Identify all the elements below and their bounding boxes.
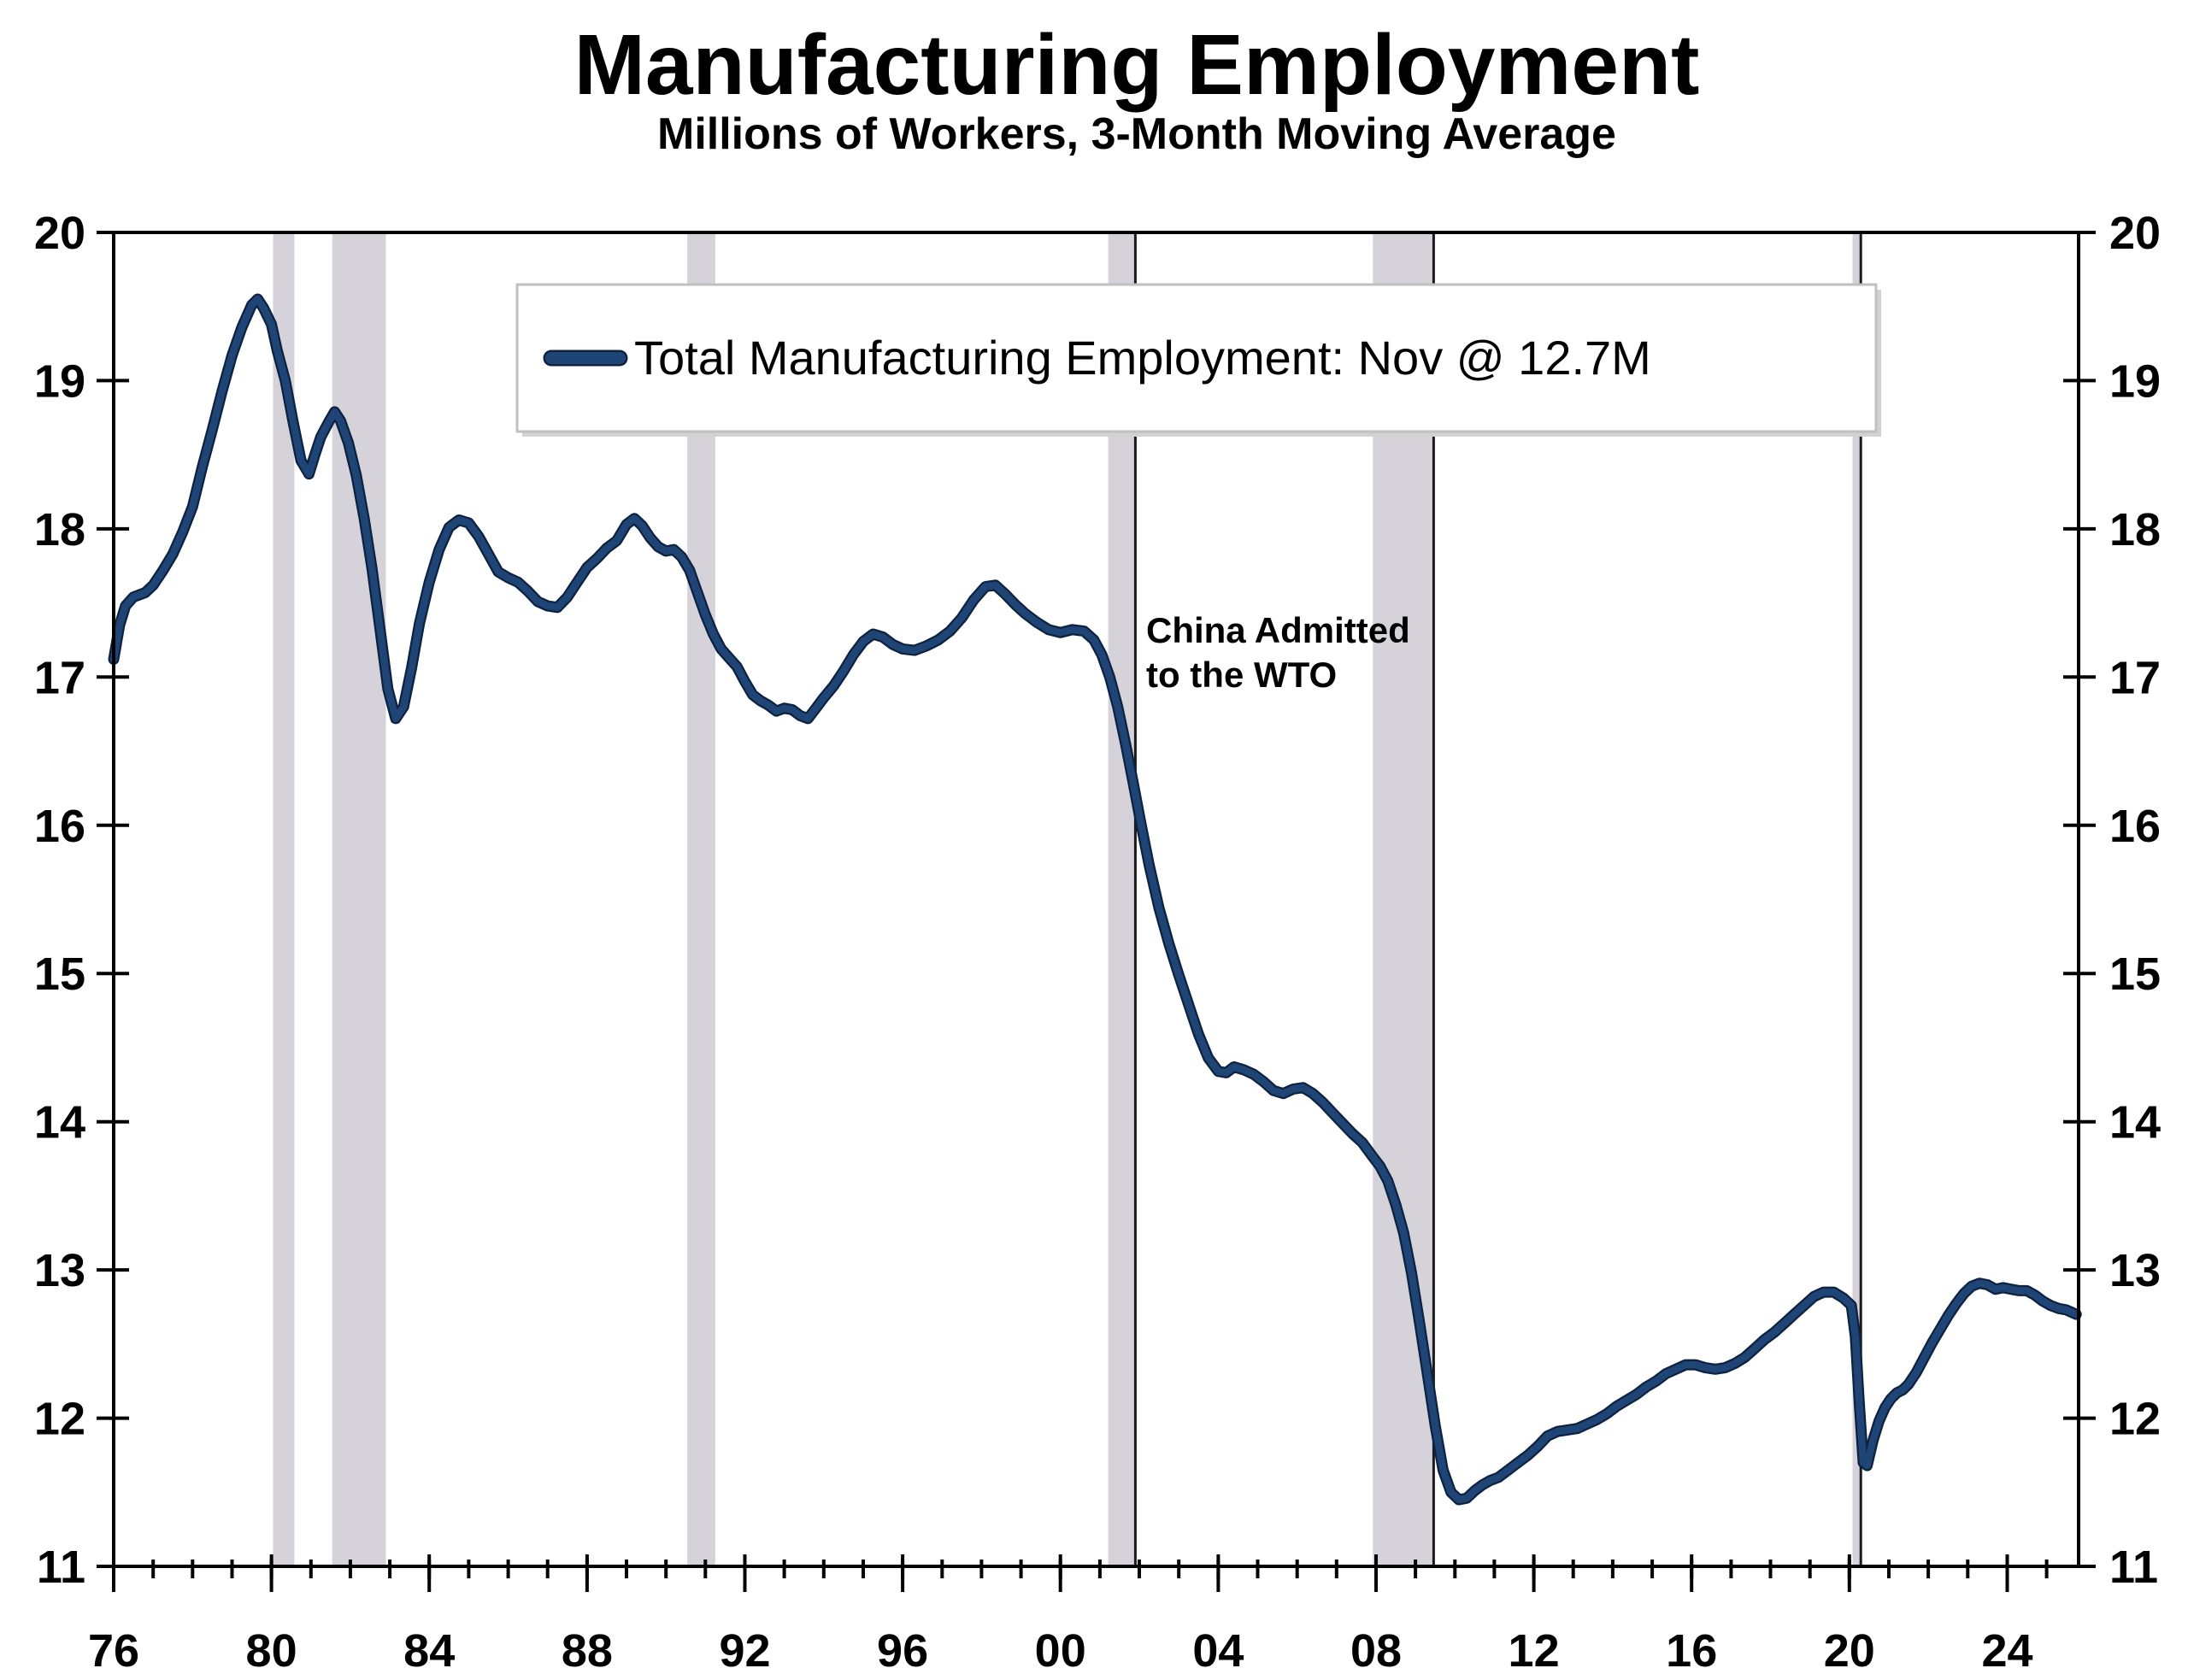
x-tick-label: 00 [1035, 1625, 1086, 1677]
x-tick-label: 08 [1350, 1625, 1402, 1677]
recession-band [332, 232, 386, 1566]
annotation-china-wto-line2: to the WTO [1146, 655, 1337, 695]
x-tick-label: 04 [1192, 1625, 1244, 1677]
axes-layer: 11 11 12 12 13 13 14 14 15 15 16 16 17 17 18 18 19 19 20 20… [34, 208, 2161, 1677]
x-tick-label: 24 [1981, 1625, 2032, 1677]
recession-band [1852, 232, 1862, 1566]
y-tick-label-left: 15 [34, 949, 85, 1000]
y-tick-label-right: 12 [2109, 1394, 2161, 1445]
recession-band [1108, 232, 1136, 1566]
series-layer [108, 293, 2082, 1506]
annotation-china-wto-line1: China Admitted [1146, 610, 1410, 650]
y-tick-label-right: 16 [2109, 801, 2161, 852]
annotation-china-wto: China Admitted to the WTO [1146, 610, 1410, 695]
legend-box [515, 283, 1878, 433]
recession-band [687, 232, 715, 1566]
x-tick-label: 96 [877, 1625, 928, 1677]
y-tick-label-left: 11 [37, 1542, 85, 1593]
y-tick-label-right: 15 [2109, 949, 2161, 1000]
y-tick-label-left: 20 [34, 208, 85, 259]
employment-line [109, 295, 2080, 1504]
plot-area-border [112, 231, 2080, 1568]
y-tick-label-right: 11 [2109, 1542, 2158, 1593]
legend: Total Manufacturing Employment: Nov @ 12… [515, 283, 1881, 437]
x-tick-label: 88 [562, 1625, 613, 1677]
y-tick-label-right: 18 [2109, 504, 2161, 555]
x-tick-label: 12 [1509, 1625, 1560, 1677]
y-tick-label-left: 14 [34, 1097, 85, 1148]
y-tick-label-left: 19 [34, 355, 85, 407]
y-tick-label-right: 20 [2109, 208, 2161, 259]
y-tick-label-left: 17 [34, 652, 85, 703]
legend-label: Total Manufacturing Employment: Nov @ 12… [634, 331, 1651, 385]
employment-line-outline [108, 293, 2082, 1506]
x-tick-label: 84 [403, 1625, 455, 1677]
page-title: Manufacturing Employment [574, 17, 1700, 113]
y-tick-label-right: 19 [2109, 355, 2161, 407]
y-tick-label-right: 17 [2109, 652, 2161, 703]
y-tick-label-left: 18 [34, 504, 85, 555]
recession-band [273, 232, 295, 1566]
page-subtitle: Millions of Workers, 3-Month Moving Aver… [657, 109, 1616, 159]
x-tick-label: 92 [719, 1625, 770, 1677]
y-tick-label-left: 16 [34, 801, 85, 852]
y-tick-label-left: 12 [34, 1394, 85, 1445]
y-tick-label-left: 13 [34, 1245, 85, 1296]
x-tick-label: 76 [88, 1625, 139, 1677]
x-tick-label: 80 [246, 1625, 297, 1677]
y-tick-label-right: 13 [2109, 1245, 2161, 1296]
x-tick-label: 20 [1824, 1625, 1875, 1677]
recession-bands-layer [273, 232, 1862, 1566]
y-tick-label-right: 14 [2109, 1097, 2161, 1148]
x-tick-label: 16 [1666, 1625, 1717, 1677]
